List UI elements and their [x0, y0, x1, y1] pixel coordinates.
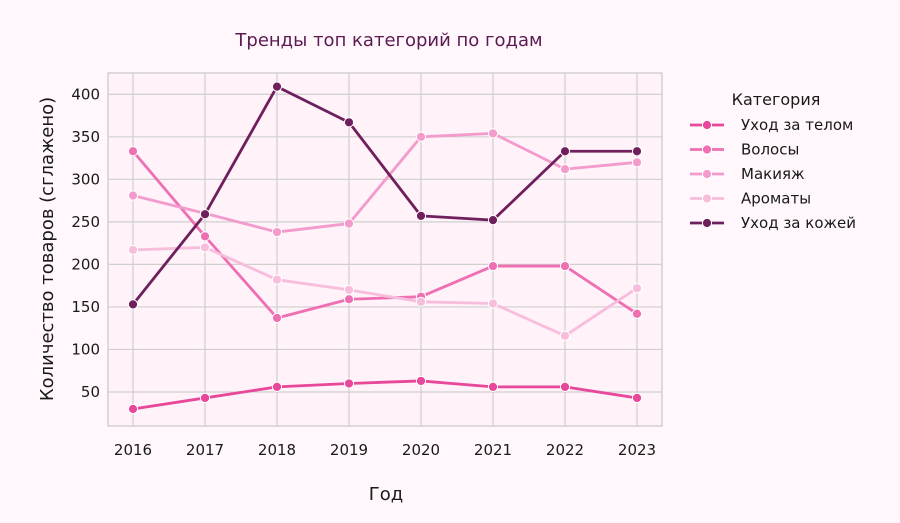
x-axis: 2016 2017 2018 2019 2020 2021 2022 2023 [114, 441, 656, 459]
legend-label: Ароматы [741, 190, 811, 208]
x-tick-label: 2016 [114, 441, 152, 459]
data-point [343, 218, 355, 229]
y-tick-label: 400 [71, 85, 100, 103]
data-point [199, 209, 211, 220]
data-point [127, 403, 139, 415]
data-point [487, 381, 499, 392]
data-point [631, 157, 643, 168]
data-point [271, 312, 283, 324]
data-point [559, 260, 571, 272]
data-point [415, 131, 427, 142]
data-point [559, 164, 571, 175]
data-point [271, 81, 283, 92]
data-point [271, 226, 283, 238]
y-tick-label: 100 [71, 340, 100, 358]
legend-item: Макияж [690, 165, 804, 183]
y-tick-label: 350 [71, 128, 100, 146]
legend-swatch-marker [701, 217, 713, 229]
legend-label: Макияж [741, 165, 804, 183]
series-line [131, 150, 638, 320]
data-point [631, 392, 643, 404]
legend-label: Волосы [741, 141, 799, 159]
data-point [127, 244, 139, 256]
series-line [132, 245, 638, 338]
legend: Категория Уход за телом Волосы Макияж Арома… [690, 90, 856, 232]
data-point [559, 330, 571, 341]
data-point [127, 299, 139, 310]
legend-item: Уход за телом [690, 116, 853, 134]
series-0 [127, 375, 643, 415]
data-point [343, 378, 355, 389]
data-point [271, 381, 283, 392]
series-1 [127, 146, 643, 324]
legend-title: Категория [732, 90, 821, 109]
data-point [487, 260, 499, 272]
data-point [271, 274, 283, 285]
x-tick-label: 2019 [330, 441, 368, 459]
data-point [127, 190, 139, 201]
series-group [127, 81, 643, 415]
data-point [415, 210, 427, 222]
legend-swatch-marker [701, 168, 713, 180]
legend-item: Уход за кожей [690, 214, 856, 232]
series-4 [127, 81, 643, 310]
legend-label: Уход за телом [741, 116, 853, 134]
data-point [199, 242, 211, 253]
y-tick-label: 300 [71, 170, 100, 188]
x-tick-label: 2022 [546, 441, 584, 459]
y-tick-label: 50 [81, 383, 100, 401]
chart-title: Тренды топ категорий по годам [234, 30, 542, 51]
data-point [343, 284, 355, 296]
data-point [199, 231, 211, 242]
y-tick-label: 250 [71, 213, 100, 231]
series-line [131, 85, 637, 306]
legend-item: Ароматы [690, 190, 811, 208]
legend-label: Уход за кожей [741, 214, 856, 232]
data-point [415, 375, 427, 387]
series-line [132, 379, 638, 411]
series-3 [127, 242, 643, 341]
y-tick-label: 200 [71, 255, 100, 273]
legend-swatch-marker [701, 193, 713, 204]
y-axis-label: Количество товаров (сглажено) [37, 97, 58, 401]
data-point [127, 146, 139, 157]
x-tick-label: 2021 [474, 441, 512, 459]
data-point [631, 283, 643, 294]
plot-area [107, 72, 663, 427]
data-point [631, 146, 643, 157]
y-tick-label: 150 [71, 298, 100, 316]
x-tick-label: 2020 [402, 441, 440, 459]
legend-swatch-marker [701, 119, 713, 131]
data-point [343, 117, 355, 128]
data-point [415, 296, 427, 307]
y-axis: 50 100 150 200 250 300 350 400 [71, 85, 100, 401]
data-point [343, 294, 355, 305]
x-axis-label: Год [369, 484, 403, 505]
x-tick-label: 2018 [258, 441, 296, 459]
x-tick-label: 2023 [618, 441, 656, 459]
data-point [487, 215, 499, 226]
data-point [631, 308, 643, 319]
x-tick-label: 2017 [186, 441, 224, 459]
data-point [487, 128, 499, 139]
data-point [199, 392, 211, 404]
data-point [487, 298, 499, 309]
data-point [559, 381, 571, 392]
legend-swatch-marker [701, 144, 713, 155]
data-point [559, 146, 571, 157]
legend-item: Волосы [690, 141, 799, 159]
